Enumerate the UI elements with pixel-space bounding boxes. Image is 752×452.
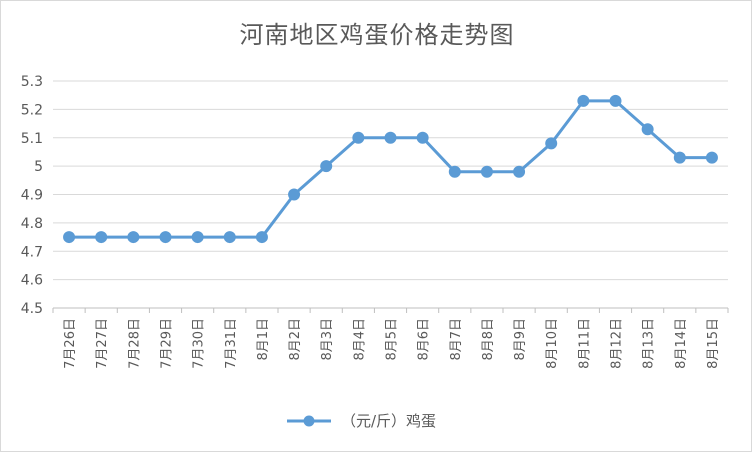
legend-marker	[303, 415, 315, 427]
x-tick-label: 8月2日	[288, 318, 303, 361]
x-tick-label: 8月5日	[385, 318, 400, 361]
y-tick-label: 4.7	[21, 244, 43, 260]
x-tick-label: 8月7日	[449, 318, 464, 361]
data-point	[255, 231, 268, 244]
data-point	[673, 151, 686, 164]
x-tick-label: 8月9日	[513, 318, 528, 361]
x-tick-label: 8月3日	[320, 318, 335, 361]
data-point	[223, 231, 236, 244]
chart-title: 河南地区鸡蛋价格走势图	[239, 21, 515, 49]
y-tick-label: 4.6	[21, 273, 43, 289]
y-tick-label: 5.1	[21, 131, 43, 147]
data-point	[95, 231, 108, 244]
y-tick-label: 5.3	[21, 74, 43, 90]
x-tick-label: 8月12日	[610, 318, 625, 369]
data-point	[577, 94, 590, 107]
legend-label: （元/斤）鸡蛋	[341, 412, 436, 430]
series-line	[69, 99, 712, 239]
y-tick-label: 4.5	[21, 301, 43, 317]
y-tick-label: 4.8	[21, 216, 43, 232]
x-tick-label: 8月1日	[256, 318, 271, 361]
x-tick-label: 7月29日	[160, 318, 175, 369]
x-tick-label: 8月13日	[642, 318, 657, 369]
data-point	[191, 231, 204, 244]
data-point	[384, 131, 397, 144]
data-point	[641, 123, 654, 136]
data-point	[416, 131, 429, 144]
x-tick-label: 7月30日	[192, 318, 207, 369]
y-tick-label: 5	[34, 159, 43, 175]
data-point	[513, 165, 526, 178]
x-tick-label: 8月8日	[481, 318, 496, 361]
x-tick-label: 8月6日	[417, 318, 432, 361]
data-point	[545, 137, 558, 150]
x-tick-label: 7月26日	[63, 318, 78, 369]
y-tick-label: 5.2	[21, 102, 43, 118]
x-tick-label: 7月28日	[127, 318, 142, 369]
x-tick-label: 8月14日	[674, 318, 689, 369]
y-tick-label: 4.9	[21, 188, 43, 204]
data-point	[127, 231, 140, 244]
data-point	[352, 131, 365, 144]
x-tick-label: 8月11日	[577, 318, 592, 369]
data-point	[448, 165, 461, 178]
data-point	[288, 188, 301, 201]
x-tick-label: 8月4日	[352, 318, 367, 361]
data-point	[320, 160, 333, 173]
x-tick-label: 7月27日	[95, 318, 110, 369]
data-point	[705, 151, 718, 164]
x-tick-label: 8月15日	[706, 318, 721, 369]
data-point	[159, 231, 172, 244]
data-point	[480, 165, 493, 178]
data-point	[63, 231, 76, 244]
x-tick-label: 8月10日	[545, 318, 560, 369]
data-point	[609, 94, 622, 107]
x-tick-label: 7月31日	[224, 318, 239, 369]
